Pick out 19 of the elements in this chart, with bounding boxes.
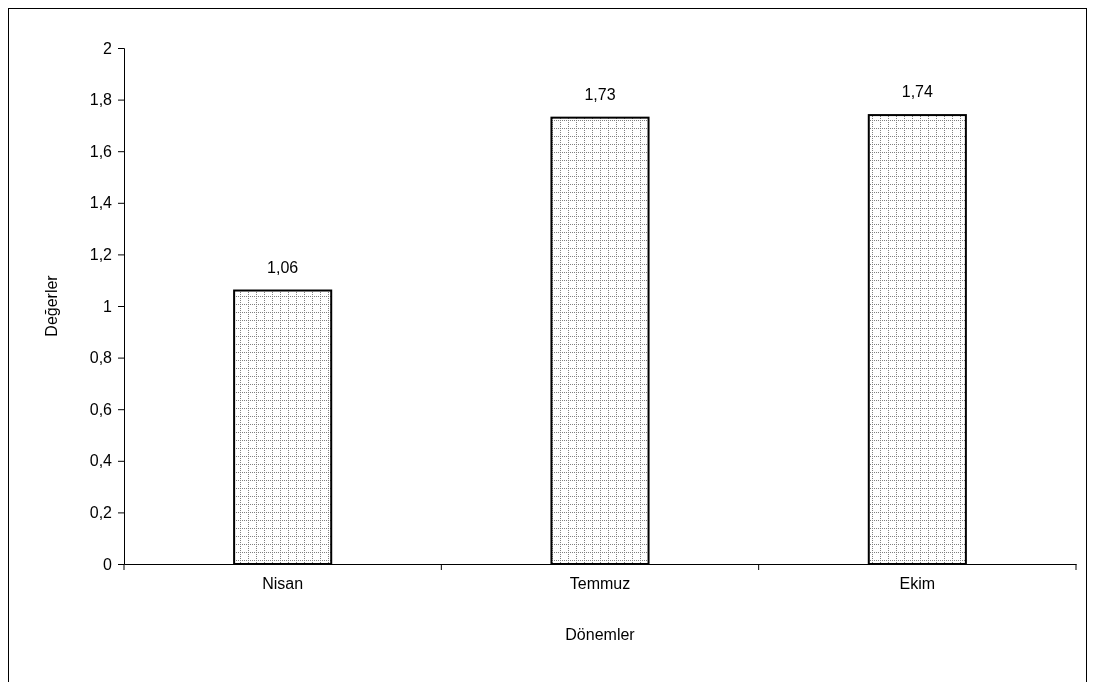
data-label: 1,73: [584, 85, 616, 103]
x-tick-label: Ekim: [899, 575, 936, 593]
data-label: 1,74: [901, 83, 934, 101]
y-tick-label: 0,2: [89, 504, 113, 522]
y-tick-label: 0,4: [89, 452, 113, 470]
y-tick-label: 1,4: [89, 194, 113, 212]
y-tick-label: 0,6: [89, 400, 113, 418]
data-label: 1,06: [267, 258, 299, 276]
y-tick-label: 1,6: [89, 142, 113, 160]
y-tick-label: 2: [103, 39, 113, 57]
y-tick-label: 1,8: [89, 91, 113, 109]
x-axis-title: Dönemler: [565, 626, 636, 643]
y-tick-label: 0: [103, 555, 113, 573]
y-axis-title: Değerler: [43, 274, 60, 337]
x-tick-label: Nisan: [262, 575, 304, 593]
x-tick-label: Temmuz: [569, 575, 631, 593]
y-tick-label: 1: [103, 297, 113, 315]
y-tick-label: 1,2: [89, 246, 113, 264]
y-tick-label: 0,8: [89, 349, 113, 367]
